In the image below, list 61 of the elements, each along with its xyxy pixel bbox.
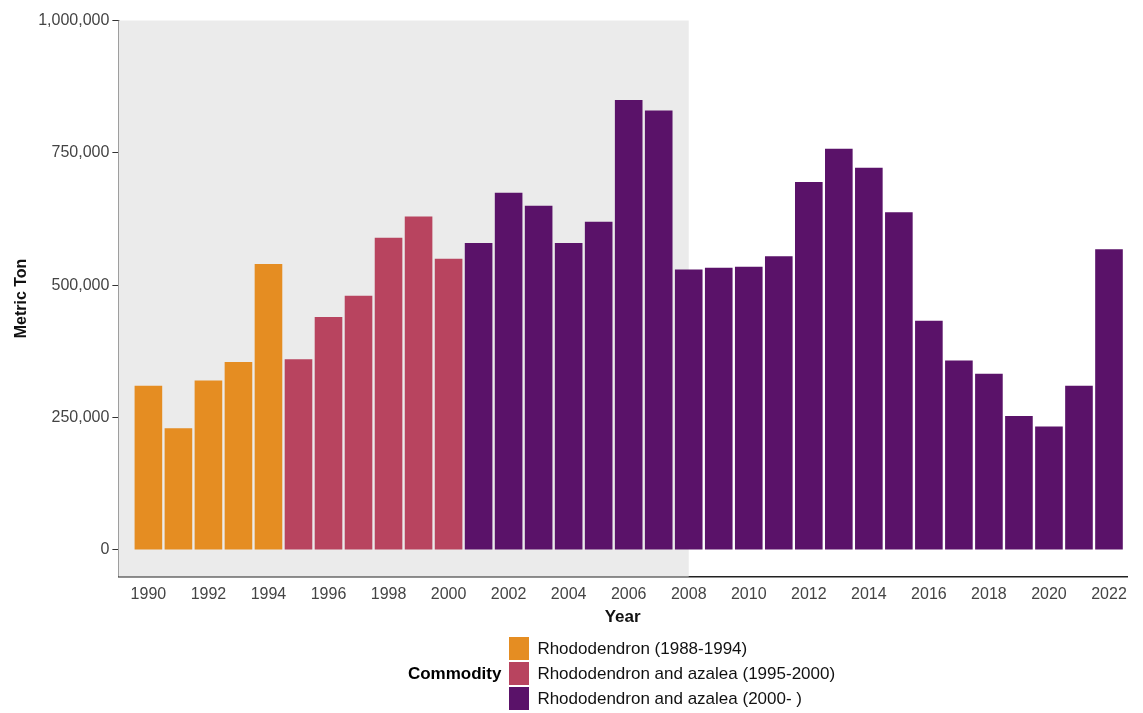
bar [554,242,583,550]
legend-label: Rhododendron and azalea (2000- ) [537,688,803,709]
x-tick-label: 2002 [490,585,527,603]
bar [464,242,493,550]
bar [795,182,823,550]
bar [584,221,613,550]
bar [1065,385,1093,550]
bar [404,216,433,550]
y-tick-label: 500,000 [51,275,110,293]
bar [254,264,283,550]
x-tick-label: 2022 [1091,585,1127,603]
x-tick-label: 1992 [190,585,227,603]
bar [885,212,913,550]
bar [704,267,733,550]
x-tick-label: 2000 [430,585,467,603]
x-tick-label: 2012 [791,585,827,603]
bar [434,258,463,550]
x-tick-label: 1996 [310,585,347,603]
bar [644,110,673,550]
x-tick-label: 2004 [550,585,587,603]
legend-title: Commodity [407,663,502,684]
x-tick-label: 2018 [971,585,1007,603]
bar [284,359,313,550]
legend-label: Rhododendron and azalea (1995-2000) [537,663,836,684]
y-tick-label: 750,000 [51,143,110,161]
x-tick-label: 2016 [911,585,947,603]
x-axis-title: Year [604,607,642,627]
bar [224,362,253,550]
bar [1095,249,1123,550]
bar [734,266,763,550]
y-axis-title: Metric Ton [12,258,30,339]
legend-label: Rhododendron (1988-1994) [537,638,748,659]
bar [194,380,223,550]
bar [945,360,973,550]
x-tick-label: 1990 [130,585,167,603]
bar [524,205,553,550]
x-tick-label: 2020 [1031,585,1067,603]
bar [855,167,883,550]
y-tick-label: 250,000 [51,408,110,426]
bar [764,256,793,550]
y-tick-label: 0 [100,540,110,558]
x-tick-label: 2006 [610,585,647,603]
bar [915,320,943,550]
bar [614,100,643,550]
bar [1035,426,1063,550]
y-tick-label: 1,000,000 [38,11,110,29]
bar [494,192,523,550]
bar [344,295,373,550]
bar [164,428,193,550]
bar [1005,416,1033,550]
bar [374,237,403,550]
bar [134,385,163,550]
bar [314,317,343,550]
x-tick-label: 2010 [730,585,767,603]
bar [975,373,1003,550]
x-tick-label: 2014 [851,585,887,603]
x-tick-label: 1994 [250,585,287,603]
bar [825,148,853,550]
x-tick-label: 1998 [370,585,407,603]
bar [674,269,703,550]
x-tick-label: 2008 [670,585,707,603]
